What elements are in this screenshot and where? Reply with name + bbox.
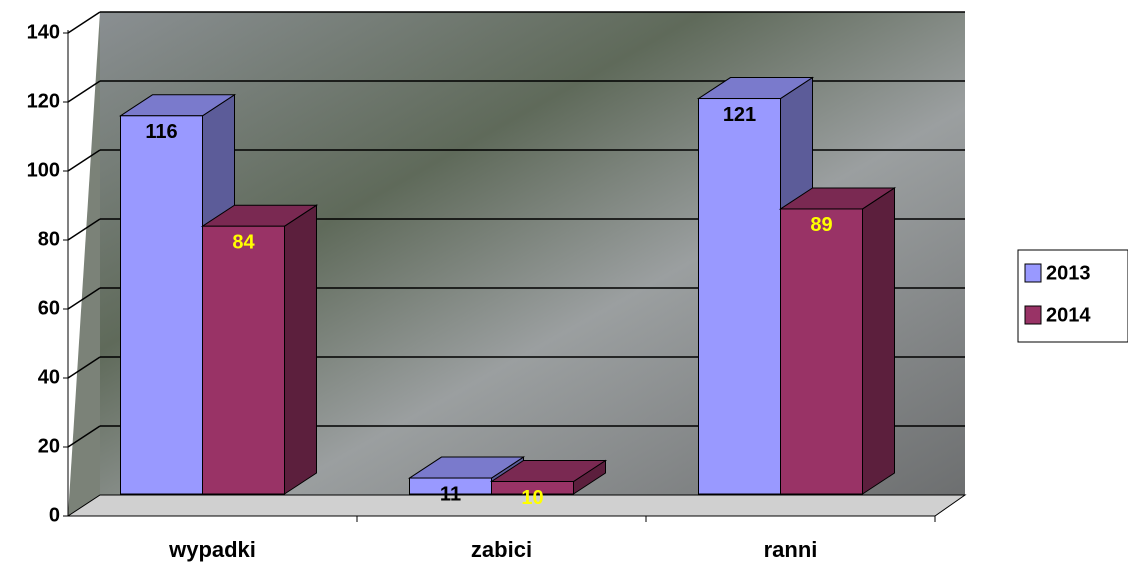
y-tick-label: 60 xyxy=(38,297,60,319)
y-tick-label: 100 xyxy=(27,159,60,181)
x-tick-label: wypadki xyxy=(168,537,256,562)
y-tick-label: 120 xyxy=(27,90,60,112)
y-tick-label: 140 xyxy=(27,21,60,43)
floor xyxy=(66,494,967,517)
grid-line xyxy=(67,80,101,103)
y-tick-label: 40 xyxy=(38,366,60,388)
bar-side xyxy=(862,187,895,495)
y-tick-label: 80 xyxy=(38,228,60,250)
grid-line xyxy=(67,425,101,448)
data-label: 116 xyxy=(145,121,177,143)
grid-line xyxy=(67,218,101,241)
y-tick-label: 20 xyxy=(38,435,60,457)
bar xyxy=(202,225,285,495)
bar xyxy=(120,115,203,495)
data-label: 11 xyxy=(440,483,461,505)
legend-label: 2014 xyxy=(1046,304,1091,326)
grid-line xyxy=(67,287,101,310)
bar xyxy=(698,98,781,495)
grid-line xyxy=(67,11,101,34)
x-tick-label: zabici xyxy=(471,537,532,562)
legend-label: 2013 xyxy=(1046,262,1091,284)
legend-swatch xyxy=(1024,305,1042,325)
y-tick-label: 0 xyxy=(49,504,60,526)
grid-line xyxy=(67,356,101,379)
bar xyxy=(491,481,574,495)
data-label: 121 xyxy=(723,104,756,126)
x-tick-label: ranni xyxy=(764,537,818,562)
grid-line xyxy=(67,149,101,172)
data-label: 84 xyxy=(232,231,255,253)
legend-swatch xyxy=(1024,263,1042,283)
bar xyxy=(780,208,863,495)
data-label: 89 xyxy=(810,214,832,236)
bar-side xyxy=(284,204,317,495)
side-wall xyxy=(68,12,100,516)
data-label: 10 xyxy=(521,487,543,509)
